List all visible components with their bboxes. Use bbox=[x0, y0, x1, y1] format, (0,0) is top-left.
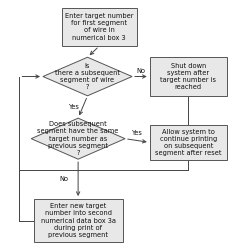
FancyBboxPatch shape bbox=[150, 57, 227, 96]
Text: Yes: Yes bbox=[69, 104, 80, 110]
Text: Yes: Yes bbox=[132, 130, 143, 136]
Polygon shape bbox=[43, 57, 132, 96]
FancyBboxPatch shape bbox=[150, 125, 227, 160]
Text: No: No bbox=[59, 176, 68, 182]
FancyBboxPatch shape bbox=[34, 199, 123, 242]
Polygon shape bbox=[31, 118, 125, 159]
Text: Enter new target
number into second
numerical data box 3a
during print of
previo: Enter new target number into second nume… bbox=[41, 203, 116, 238]
FancyBboxPatch shape bbox=[62, 8, 137, 46]
Text: Shut down
system after
target number is
reached: Shut down system after target number is … bbox=[160, 63, 216, 90]
Text: Is
there a subsequent
segment of wire
?: Is there a subsequent segment of wire ? bbox=[55, 63, 120, 90]
Text: Allow system to
continue printing
on subsequent
segment after reset: Allow system to continue printing on sub… bbox=[155, 128, 222, 156]
Text: Does subsequent
segment have the same
target number as
previous segment
?: Does subsequent segment have the same ta… bbox=[38, 121, 119, 156]
Text: Enter target number
for first segment
of wire in
numerical box 3: Enter target number for first segment of… bbox=[65, 13, 134, 41]
Text: No: No bbox=[136, 68, 145, 74]
